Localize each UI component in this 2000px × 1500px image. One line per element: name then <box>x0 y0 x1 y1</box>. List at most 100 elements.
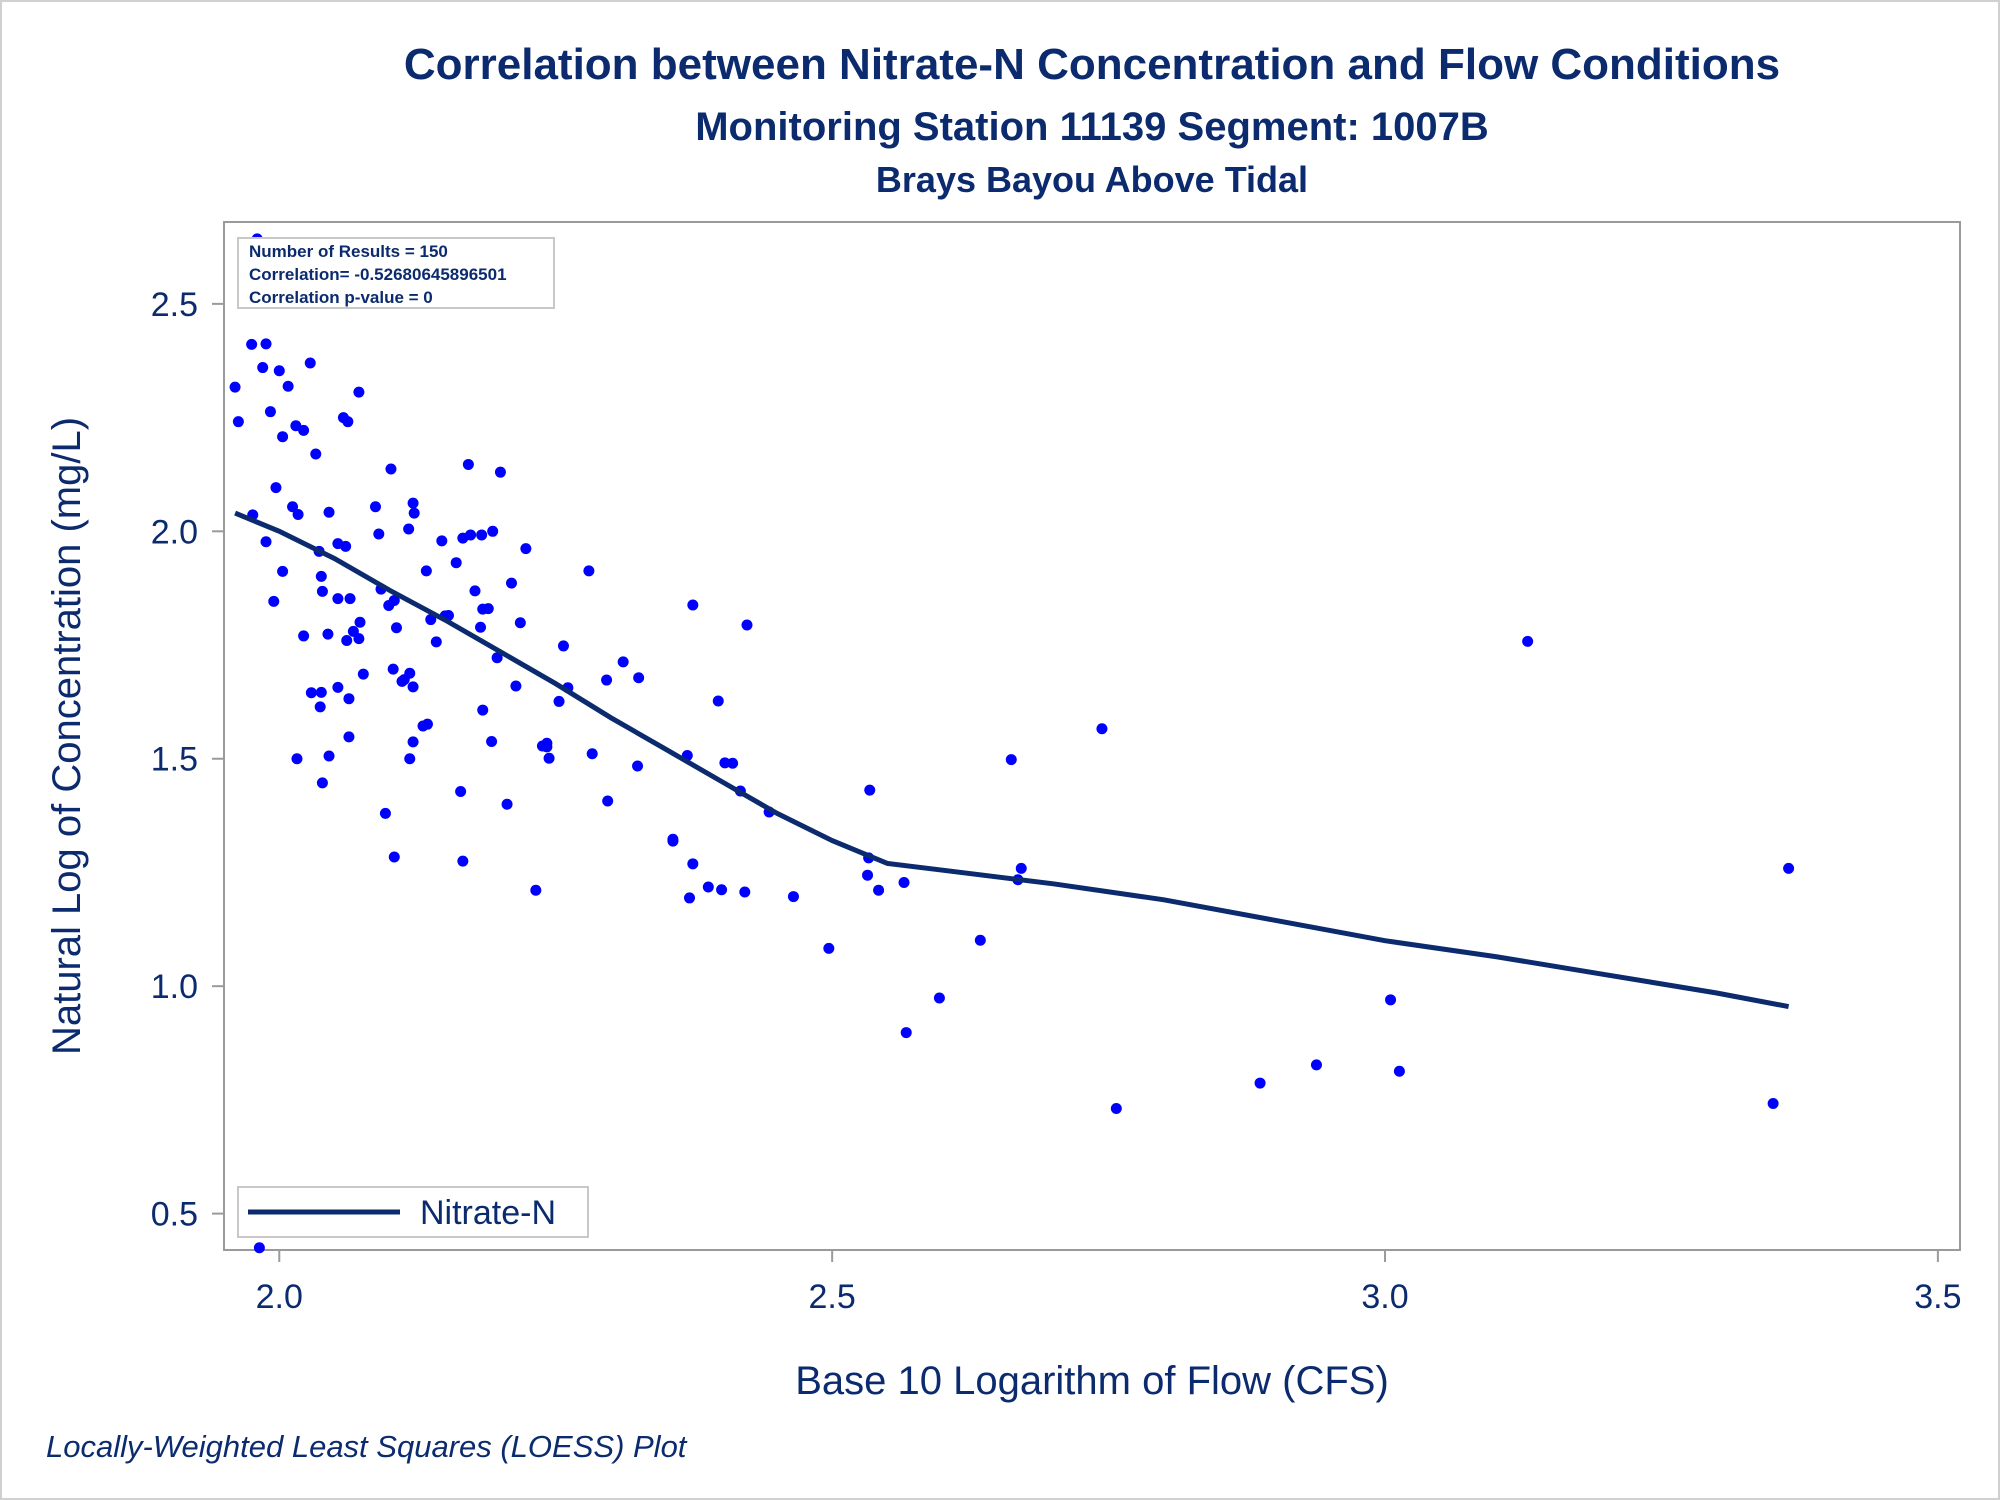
data-point <box>823 942 835 954</box>
data-point <box>1385 994 1397 1006</box>
data-point <box>373 528 385 540</box>
data-point <box>398 674 410 686</box>
data-point <box>257 362 269 374</box>
data-point <box>501 798 513 810</box>
data-point <box>388 851 400 863</box>
stat-correlation: Correlation= -0.52680645896501 <box>249 265 507 284</box>
data-point <box>420 565 432 577</box>
data-point <box>494 466 506 478</box>
data-point <box>436 535 448 547</box>
data-point <box>246 338 258 350</box>
data-point <box>315 570 327 582</box>
x-axis-label: Base 10 Logarithm of Flow (CFS) <box>795 1359 1389 1403</box>
data-point <box>787 891 799 903</box>
data-point <box>476 529 488 541</box>
data-point <box>298 424 310 436</box>
data-point <box>1110 1103 1122 1115</box>
data-point <box>530 884 542 896</box>
data-point <box>287 501 299 513</box>
x-tick-label: 2.5 <box>809 1278 856 1316</box>
data-point <box>684 892 696 904</box>
chart-title: Correlation between Nitrate-N Concentrat… <box>403 40 1781 89</box>
y-tick-label: 1.5 <box>151 741 198 779</box>
data-point <box>407 497 419 509</box>
scatter-points <box>229 233 1795 1254</box>
data-point <box>1767 1098 1779 1110</box>
data-point <box>322 628 334 640</box>
data-point <box>900 1027 912 1039</box>
plot-area-border <box>223 221 1961 1251</box>
data-point <box>469 585 481 597</box>
data-point <box>305 687 317 699</box>
data-point <box>455 785 467 797</box>
data-point <box>602 795 614 807</box>
data-point <box>687 599 699 611</box>
data-point <box>387 663 399 675</box>
data-point <box>716 884 728 896</box>
data-point <box>344 593 356 605</box>
data-point <box>385 463 397 475</box>
data-point <box>632 760 644 772</box>
data-point <box>712 695 724 707</box>
data-point <box>316 777 328 789</box>
data-point <box>974 934 986 946</box>
data-point <box>505 577 517 589</box>
x-tick-label: 3.0 <box>1361 1278 1408 1316</box>
data-point <box>1393 1065 1405 1077</box>
data-point <box>898 876 910 888</box>
y-tick-label: 2.5 <box>151 286 198 324</box>
data-point <box>465 529 477 541</box>
data-point <box>933 992 945 1004</box>
data-point <box>270 482 282 494</box>
data-point <box>1310 1059 1322 1071</box>
data-point <box>229 381 241 393</box>
data-point <box>1254 1077 1266 1089</box>
data-point <box>383 599 395 611</box>
data-point <box>417 720 429 732</box>
data-point <box>687 858 699 870</box>
loess-fit-line <box>234 510 1790 1010</box>
data-point <box>487 525 499 537</box>
data-point <box>268 595 280 607</box>
data-point <box>486 735 498 747</box>
data-point <box>332 681 344 693</box>
data-point <box>514 617 526 629</box>
x-tick-label: 3.5 <box>1914 1278 1961 1316</box>
stat-p-value: Correlation p-value = 0 <box>249 288 433 307</box>
data-point <box>315 686 327 698</box>
data-point <box>633 672 645 684</box>
data-point <box>390 622 402 634</box>
y-axis: 0.5 1.0 1.5 2.0 2.5 <box>151 286 224 1234</box>
data-point <box>408 507 420 519</box>
data-point <box>304 357 316 369</box>
data-point <box>323 750 335 762</box>
data-point <box>404 753 416 765</box>
data-point <box>403 523 415 535</box>
data-point <box>277 431 289 443</box>
data-point <box>601 674 613 686</box>
data-point <box>282 380 294 392</box>
data-point <box>1522 635 1534 647</box>
y-tick-label: 2.0 <box>151 513 198 551</box>
data-point <box>462 458 474 470</box>
data-point <box>343 731 355 743</box>
data-point <box>353 633 365 645</box>
data-point <box>353 386 365 398</box>
data-point <box>264 406 276 418</box>
data-point <box>369 501 381 513</box>
data-point <box>277 565 289 577</box>
data-point <box>379 807 391 819</box>
data-point <box>292 508 304 520</box>
data-point <box>425 614 437 626</box>
data-point <box>314 701 326 713</box>
data-point <box>617 656 629 668</box>
x-tick-label: 2.0 <box>256 1278 303 1316</box>
data-point <box>273 365 285 377</box>
data-point <box>477 704 489 716</box>
data-point <box>667 833 679 845</box>
data-point <box>739 886 751 898</box>
data-point <box>316 585 328 597</box>
y-tick-label: 0.5 <box>151 1196 198 1234</box>
